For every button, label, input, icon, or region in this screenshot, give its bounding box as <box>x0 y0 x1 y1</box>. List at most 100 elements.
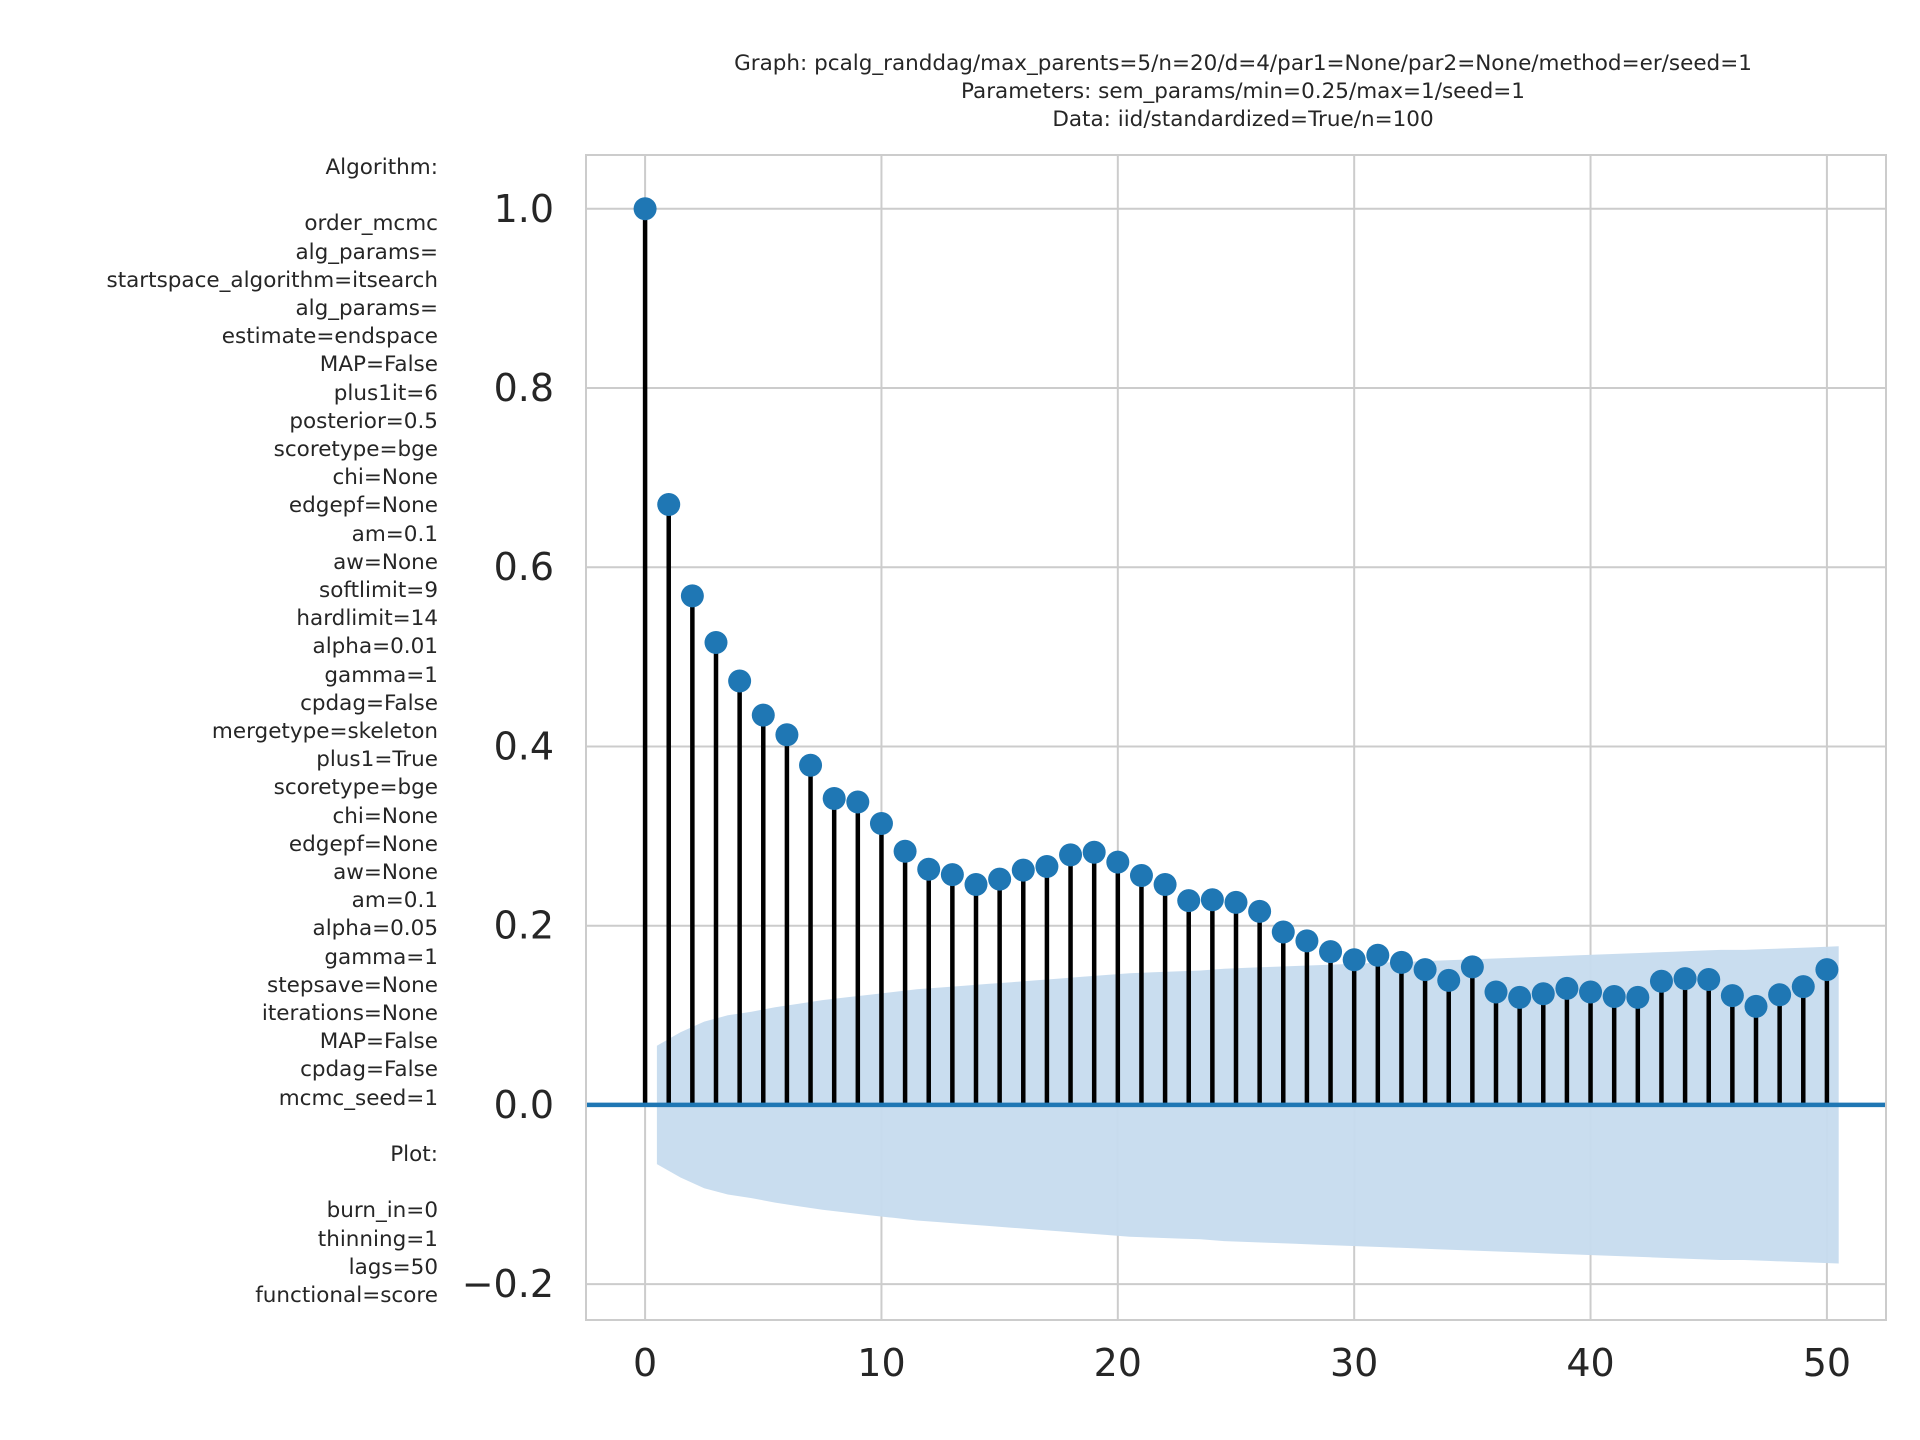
acf-markers <box>633 197 1839 1018</box>
acf-point-lag-22 <box>1153 872 1177 896</box>
plot-param-line: burn_in=0 <box>326 1198 438 1224</box>
acf-point-lag-24 <box>1200 888 1224 912</box>
plot-area <box>585 154 1887 1321</box>
algorithm-param-line: alpha=0.05 <box>312 916 438 942</box>
algorithm-param-line: edgepf=None <box>288 493 438 519</box>
x-axis-tick-labels: 0 10 20 30 40 50 <box>633 1341 1851 1385</box>
acf-point-lag-12 <box>917 857 941 881</box>
algorithm-param-line: mergetype=skeleton <box>211 719 438 745</box>
y-tick-label: 0.8 <box>494 366 554 410</box>
chart-title: Graph: pcalg_randdag/max_parents=5/n=20/… <box>734 51 1752 132</box>
acf-point-lag-2 <box>680 584 704 608</box>
spacer <box>0 1113 438 1141</box>
algorithm-param-line: startspace_algorithm=itsearch <box>106 267 439 293</box>
acf-point-lag-47 <box>1744 994 1768 1018</box>
algorithm-param-line: plus1=True <box>316 747 438 773</box>
y-tick-label: 0.4 <box>494 724 554 768</box>
algorithm-param-line: cpdag=False <box>300 690 438 716</box>
algorithm-params-list: order_mcmc alg_params= startspace_algorith… <box>0 210 439 1113</box>
acf-point-lag-28 <box>1295 929 1319 953</box>
acf-point-lag-39 <box>1555 976 1579 1000</box>
acf-point-lag-0 <box>633 197 657 221</box>
x-tick-label: 50 <box>1803 1341 1851 1385</box>
acf-point-lag-49 <box>1791 975 1815 999</box>
acf-point-lag-29 <box>1319 940 1343 964</box>
chart-title-line-data: Data: iid/standardized=True/n=100 <box>1052 107 1433 132</box>
x-tick-label: 0 <box>633 1341 657 1385</box>
algorithm-param-line: MAP=False <box>319 1029 438 1055</box>
acf-point-lag-44 <box>1673 967 1697 991</box>
acf-point-lag-35 <box>1460 955 1484 979</box>
algorithm-param-line: am=0.1 <box>351 521 438 547</box>
algorithm-param-line: cpdag=False <box>300 1057 438 1083</box>
plot-param-line: lags=50 <box>348 1254 438 1280</box>
acf-point-lag-23 <box>1177 889 1201 913</box>
x-tick-label: 10 <box>857 1341 905 1385</box>
acf-point-lag-16 <box>1011 858 1035 882</box>
acf-point-lag-32 <box>1389 950 1413 974</box>
algorithm-param-line: MAP=False <box>319 352 438 378</box>
acf-point-lag-13 <box>940 863 964 887</box>
algorithm-param-line: alg_params= <box>295 296 438 321</box>
stem-lines <box>642 208 1830 1105</box>
plot-param-line: functional=score <box>255 1283 438 1309</box>
algorithm-param-line: posterior=0.5 <box>289 408 438 434</box>
acf-point-lag-21 <box>1129 864 1153 888</box>
plot-params-list: burn_in=0 thinning=1 lags=50 functional=sco… <box>0 1197 438 1310</box>
acf-point-lag-5 <box>751 703 775 727</box>
algorithm-param-line: alg_params= <box>295 239 438 265</box>
acf-point-lag-6 <box>775 723 799 747</box>
y-tick-label: 0.0 <box>494 1083 554 1127</box>
algorithm-param-line: gamma=1 <box>324 662 438 688</box>
acf-point-lag-34 <box>1437 968 1461 992</box>
acf-point-lag-41 <box>1602 984 1626 1008</box>
acf-point-lag-46 <box>1720 984 1744 1008</box>
algorithm-param-line: order_mcmc <box>304 211 438 237</box>
algorithm-param-line: scoretype=bge <box>273 437 438 463</box>
algorithm-heading: Algorithm: <box>325 155 438 180</box>
x-tick-label: 30 <box>1330 1341 1378 1385</box>
algorithm-param-line: edgepf=None <box>288 831 438 857</box>
plot-heading: Plot: <box>390 1142 438 1168</box>
y-tick-label: 1.0 <box>494 187 554 231</box>
algorithm-param-line: chi=None <box>332 465 438 491</box>
acf-point-lag-3 <box>704 631 728 655</box>
acf-point-lag-38 <box>1531 982 1555 1006</box>
chart-title-line-parameters: Parameters: sem_params/min=0.25/max=1/se… <box>961 79 1525 104</box>
algorithm-param-line: plus1it=6 <box>333 380 438 406</box>
algorithm-param-line: iterations=None <box>261 1001 438 1027</box>
y-tick-label: −0.2 <box>462 1262 554 1306</box>
algorithm-param-line: scoretype=bge <box>273 775 438 801</box>
acf-point-lag-50 <box>1815 958 1839 982</box>
y-tick-label: 0.6 <box>494 545 554 589</box>
chart-title-line-graph: Graph: pcalg_randdag/max_parents=5/n=20/… <box>734 51 1752 76</box>
acf-point-lag-37 <box>1508 985 1532 1009</box>
acf-point-lag-36 <box>1484 980 1508 1004</box>
acf-point-lag-26 <box>1248 899 1272 923</box>
algorithm-param-line: mcmc_seed=1 <box>278 1085 438 1111</box>
acf-point-lag-45 <box>1697 967 1721 991</box>
acf-point-lag-8 <box>822 786 846 810</box>
plot-frame <box>585 154 1887 1321</box>
y-axis-tick-labels: −0.2 0.0 0.2 0.4 0.6 0.8 1.0 <box>462 187 554 1306</box>
algorithm-param-line: am=0.1 <box>351 888 438 914</box>
plot-param-line: thinning=1 <box>317 1226 438 1252</box>
acf-point-lag-11 <box>893 839 917 863</box>
acf-point-lag-19 <box>1082 840 1106 864</box>
acf-point-lag-18 <box>1059 843 1083 867</box>
acf-point-lag-4 <box>728 669 752 693</box>
acf-point-lag-30 <box>1342 948 1366 972</box>
algorithm-param-line: aw=None <box>333 549 438 575</box>
algorithm-param-line: estimate=endspace <box>221 324 438 350</box>
acf-point-lag-7 <box>799 753 823 777</box>
y-tick-label: 0.2 <box>494 904 554 948</box>
x-tick-label: 20 <box>1094 1341 1142 1385</box>
acf-point-lag-42 <box>1626 985 1650 1009</box>
acf-point-lag-10 <box>869 812 893 836</box>
acf-point-lag-33 <box>1413 958 1437 982</box>
spacer <box>0 1169 438 1197</box>
acf-point-lag-25 <box>1224 890 1248 914</box>
acf-point-lag-1 <box>657 493 681 516</box>
algorithm-param-line: gamma=1 <box>324 944 438 970</box>
